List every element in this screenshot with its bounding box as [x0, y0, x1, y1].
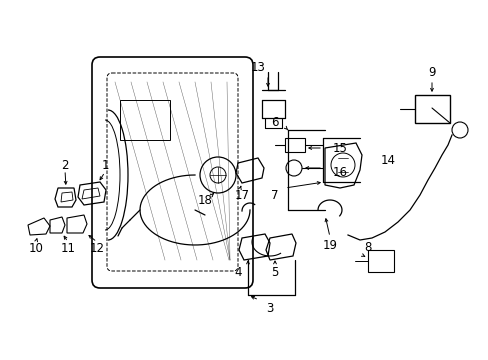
Text: 17: 17 — [234, 189, 249, 202]
Text: 16: 16 — [332, 166, 347, 179]
Bar — [414, 95, 449, 123]
Text: 11: 11 — [61, 242, 75, 255]
Text: 2: 2 — [61, 158, 69, 171]
Text: 3: 3 — [266, 302, 273, 315]
Text: 13: 13 — [250, 60, 265, 73]
Text: 4: 4 — [234, 266, 241, 279]
Text: 6: 6 — [271, 116, 278, 129]
Bar — [120, 100, 170, 140]
Text: 14: 14 — [380, 153, 395, 166]
Text: 8: 8 — [364, 240, 371, 253]
Bar — [367, 250, 393, 272]
Text: 7: 7 — [271, 189, 278, 202]
Text: 9: 9 — [427, 66, 435, 78]
Bar — [285, 138, 305, 152]
Text: 15: 15 — [332, 141, 347, 154]
Text: 10: 10 — [28, 242, 43, 255]
Text: 12: 12 — [89, 242, 104, 255]
Text: 1: 1 — [101, 158, 108, 171]
Text: 18: 18 — [197, 194, 212, 207]
Text: 5: 5 — [271, 266, 278, 279]
Text: 19: 19 — [322, 239, 337, 252]
